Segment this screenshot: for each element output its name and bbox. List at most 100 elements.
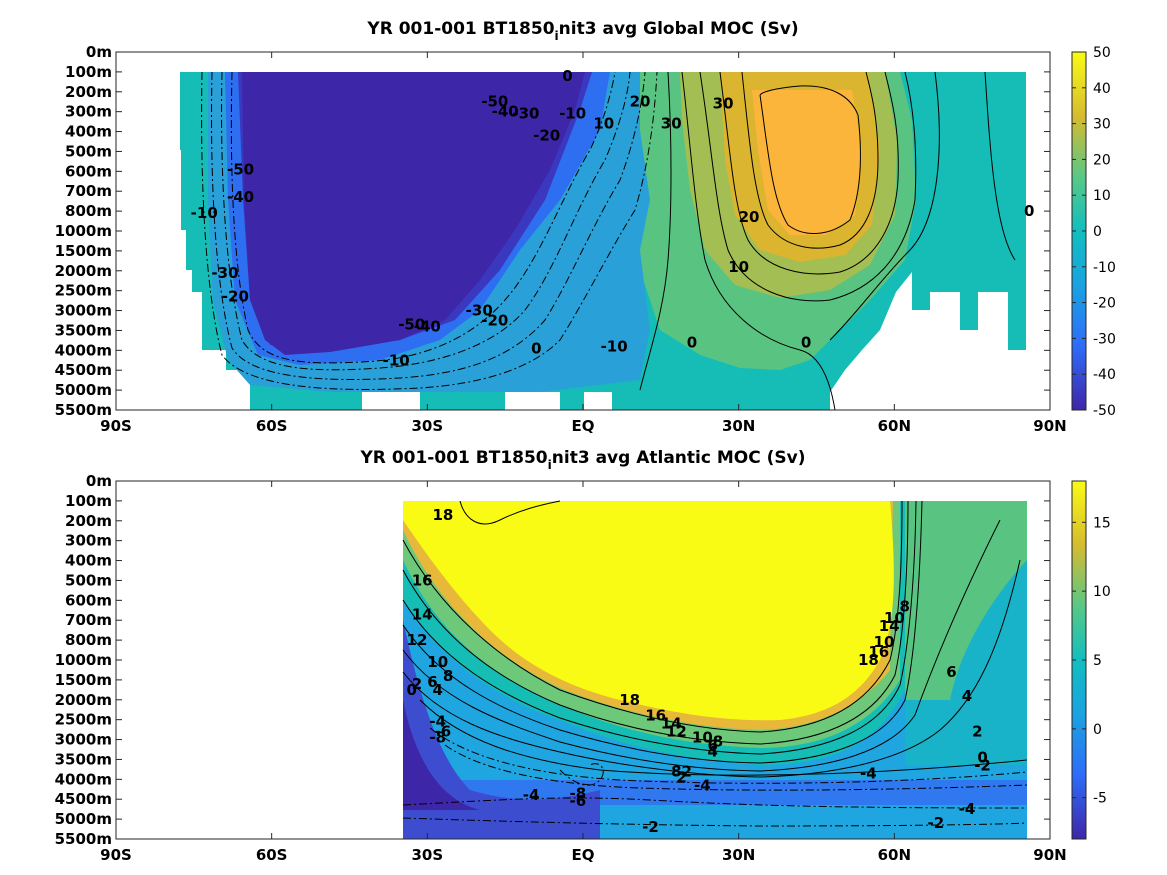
y-tick-label: 2000m <box>55 262 112 280</box>
x-tick-label: 90S <box>100 417 132 435</box>
contour-label: -4 <box>860 764 877 782</box>
y-tick-label: 500m <box>65 142 112 160</box>
y-tick-label: 1500m <box>55 242 112 260</box>
contour-label: 10 <box>593 115 614 133</box>
contour-label: 14 <box>661 715 682 733</box>
contour-label: -2 <box>974 756 991 774</box>
y-tick-label: 700m <box>65 611 112 629</box>
contour-label: -4 <box>523 786 540 804</box>
x-tick-label: 60N <box>878 846 911 864</box>
x-tick-label: 90S <box>100 846 132 864</box>
y-tick-label: 300m <box>65 103 112 121</box>
contour-label: 0 <box>1024 202 1034 220</box>
atlantic-moc-panel: YR 001-001 BT1850init3 avg Atlantic MOC … <box>55 448 1111 864</box>
contour-label: 10 <box>692 729 713 747</box>
contour-label: -10 <box>559 105 586 123</box>
colorbar-tick-label: 50 <box>1093 45 1111 61</box>
contour-label: -6 <box>569 792 586 810</box>
colorbar-tick-label: 10 <box>1093 584 1111 600</box>
contour-label: -50 <box>481 93 508 111</box>
y-tick-label: 300m <box>65 532 112 550</box>
y-tick-label: 1000m <box>55 222 112 240</box>
y-tick-label: 3000m <box>55 731 112 749</box>
atlantic-x-axis: 90S 60S 30S EQ 30N 60N 90N <box>100 481 1067 864</box>
contour-label: 0 <box>562 67 572 85</box>
y-tick-label: 4000m <box>55 770 112 788</box>
colorbar-tick-label: 40 <box>1093 81 1111 97</box>
y-tick-label: 400m <box>65 123 112 141</box>
contour-label: 18 <box>619 691 640 709</box>
title-main: YR 001-001 BT1850 <box>360 448 548 468</box>
contour-label: 0 <box>407 681 417 699</box>
title-rest: nit3 avg Atlantic MOC (Sv) <box>552 448 806 468</box>
yellow-core <box>403 501 894 721</box>
contour-label: 8 <box>671 762 681 780</box>
y-tick-label: 100m <box>65 492 112 510</box>
y-tick-label: 2000m <box>55 691 112 709</box>
x-tick-label: 30N <box>722 846 755 864</box>
global-moc-field <box>180 71 1026 410</box>
x-tick-label: 90N <box>1033 417 1066 435</box>
contour-label: 16 <box>645 707 666 725</box>
colorbar-tick-label: -5 <box>1093 791 1107 807</box>
y-tick-label: 4500m <box>55 790 112 808</box>
contour-label: -4 <box>959 800 976 818</box>
contour-label: 4 <box>708 742 718 760</box>
contour-label: 8 <box>899 597 909 615</box>
contour-label: -40 <box>492 103 519 121</box>
y-tick-label: 0m <box>86 43 112 61</box>
title-rest: nit3 avg Global MOC (Sv) <box>559 19 799 39</box>
contour-label: -30 <box>466 302 493 320</box>
x-tick-label: EQ <box>572 846 595 864</box>
colorbar-tick-label: -10 <box>1093 260 1116 276</box>
northern-green <box>905 501 1027 700</box>
y-tick-label: 1000m <box>55 651 112 669</box>
global-moc-title: YR 001-001 BT1850init3 avg Global MOC (S… <box>366 19 798 43</box>
x-tick-label: 60S <box>256 846 288 864</box>
y-tick-label: 1500m <box>55 671 112 689</box>
y-tick-label: 200m <box>65 83 112 101</box>
y-tick-label: 100m <box>65 63 112 81</box>
contour-label: -20 <box>481 312 508 330</box>
contour-label: 6 <box>946 663 956 681</box>
global-contour-lines <box>201 71 1016 410</box>
contour-label: 8 <box>713 733 723 751</box>
colorbar-tick-label: -20 <box>1093 296 1116 312</box>
contour-label: 10 <box>884 609 905 627</box>
y-tick-label: 4000m <box>55 341 112 359</box>
contour-label: 0 <box>801 333 811 351</box>
y-tick-label: 3000m <box>55 302 112 320</box>
contour-label: 0 <box>977 748 987 766</box>
x-tick-label: 30S <box>411 846 443 864</box>
contour-label: -6 <box>435 723 452 741</box>
contour-label: 6 <box>427 673 437 691</box>
x-tick-label: 60S <box>256 417 288 435</box>
contour-label: 18 <box>432 506 453 524</box>
colorbar-tick-label: 5 <box>1093 653 1102 669</box>
contour-label: -30 <box>512 105 539 123</box>
contour-label: 2 <box>676 768 686 786</box>
positive-cell-core <box>752 90 862 235</box>
contour-label: -20 <box>533 127 560 145</box>
x-tick-label: 60N <box>878 417 911 435</box>
y-tick-label: 3500m <box>55 321 112 339</box>
global-colorbar-ticks: 50 40 30 20 10 0 -10 -20 -30 -40 -50 <box>1072 45 1116 419</box>
contour-label: 14 <box>412 605 433 623</box>
contour-label: -50 <box>398 315 425 333</box>
contour-label: -10 <box>191 204 218 222</box>
contour-label: 6 <box>708 737 718 755</box>
y-tick-label: 400m <box>65 552 112 570</box>
contour-label: 16 <box>412 571 433 589</box>
contour-label: 30 <box>661 115 682 133</box>
contour-label: -30 <box>211 264 238 282</box>
contour-label: 20 <box>739 208 760 226</box>
contour-label: -10 <box>383 351 410 369</box>
y-tick-label: 2500m <box>55 711 112 729</box>
x-tick-label: 30S <box>411 417 443 435</box>
contour-label: -8 <box>429 729 446 747</box>
contour-label: -4 <box>429 713 446 731</box>
y-tick-label: 500m <box>65 571 112 589</box>
contour-label: -40 <box>414 317 441 335</box>
